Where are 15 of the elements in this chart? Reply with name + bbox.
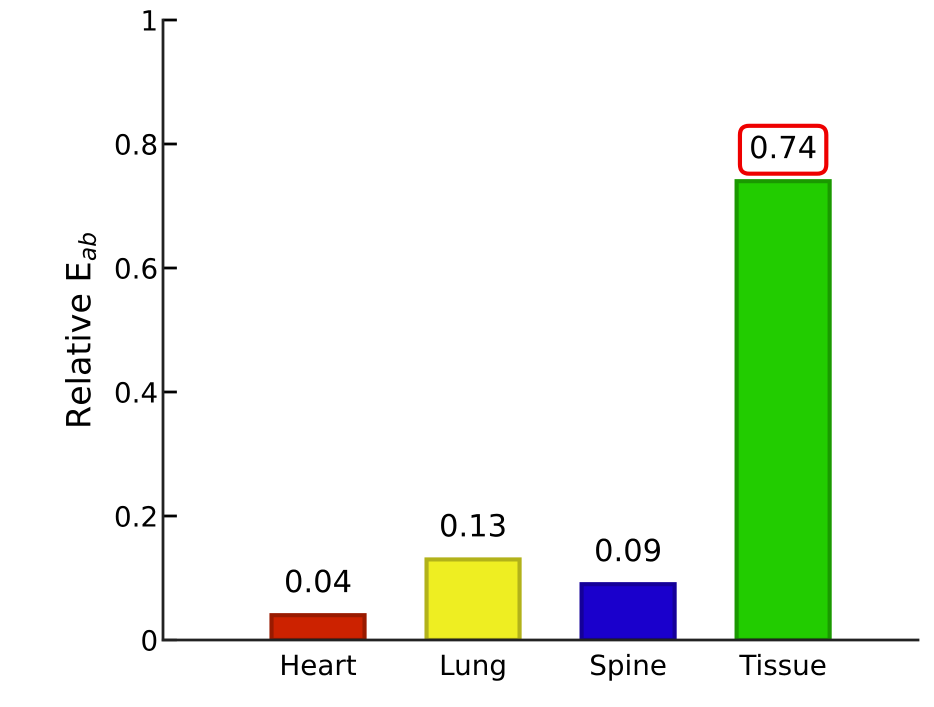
y-tick-label: 1 bbox=[144, 10, 156, 31]
x-tick-label: Tissue bbox=[739, 654, 826, 676]
y-tick-label: 0.6 bbox=[116, 258, 156, 279]
y-tick-label: 0.2 bbox=[116, 506, 156, 527]
data-label: 0.13 bbox=[441, 514, 505, 537]
data-label: 0.04 bbox=[286, 570, 350, 593]
y-tick-label: 0.4 bbox=[116, 382, 157, 403]
x-tick-label: Spine bbox=[591, 654, 666, 681]
y-tick-label: 0 bbox=[142, 630, 156, 651]
y-axis-title: Relative E$_{ab}$ bbox=[65, 233, 96, 426]
x-tick-label: Heart bbox=[282, 654, 356, 676]
x-tick-label: Lung bbox=[442, 654, 504, 681]
y-tick-label: 0.8 bbox=[116, 134, 156, 155]
annotation: 0.74 bbox=[751, 136, 816, 159]
data-label: 0.09 bbox=[596, 538, 660, 562]
